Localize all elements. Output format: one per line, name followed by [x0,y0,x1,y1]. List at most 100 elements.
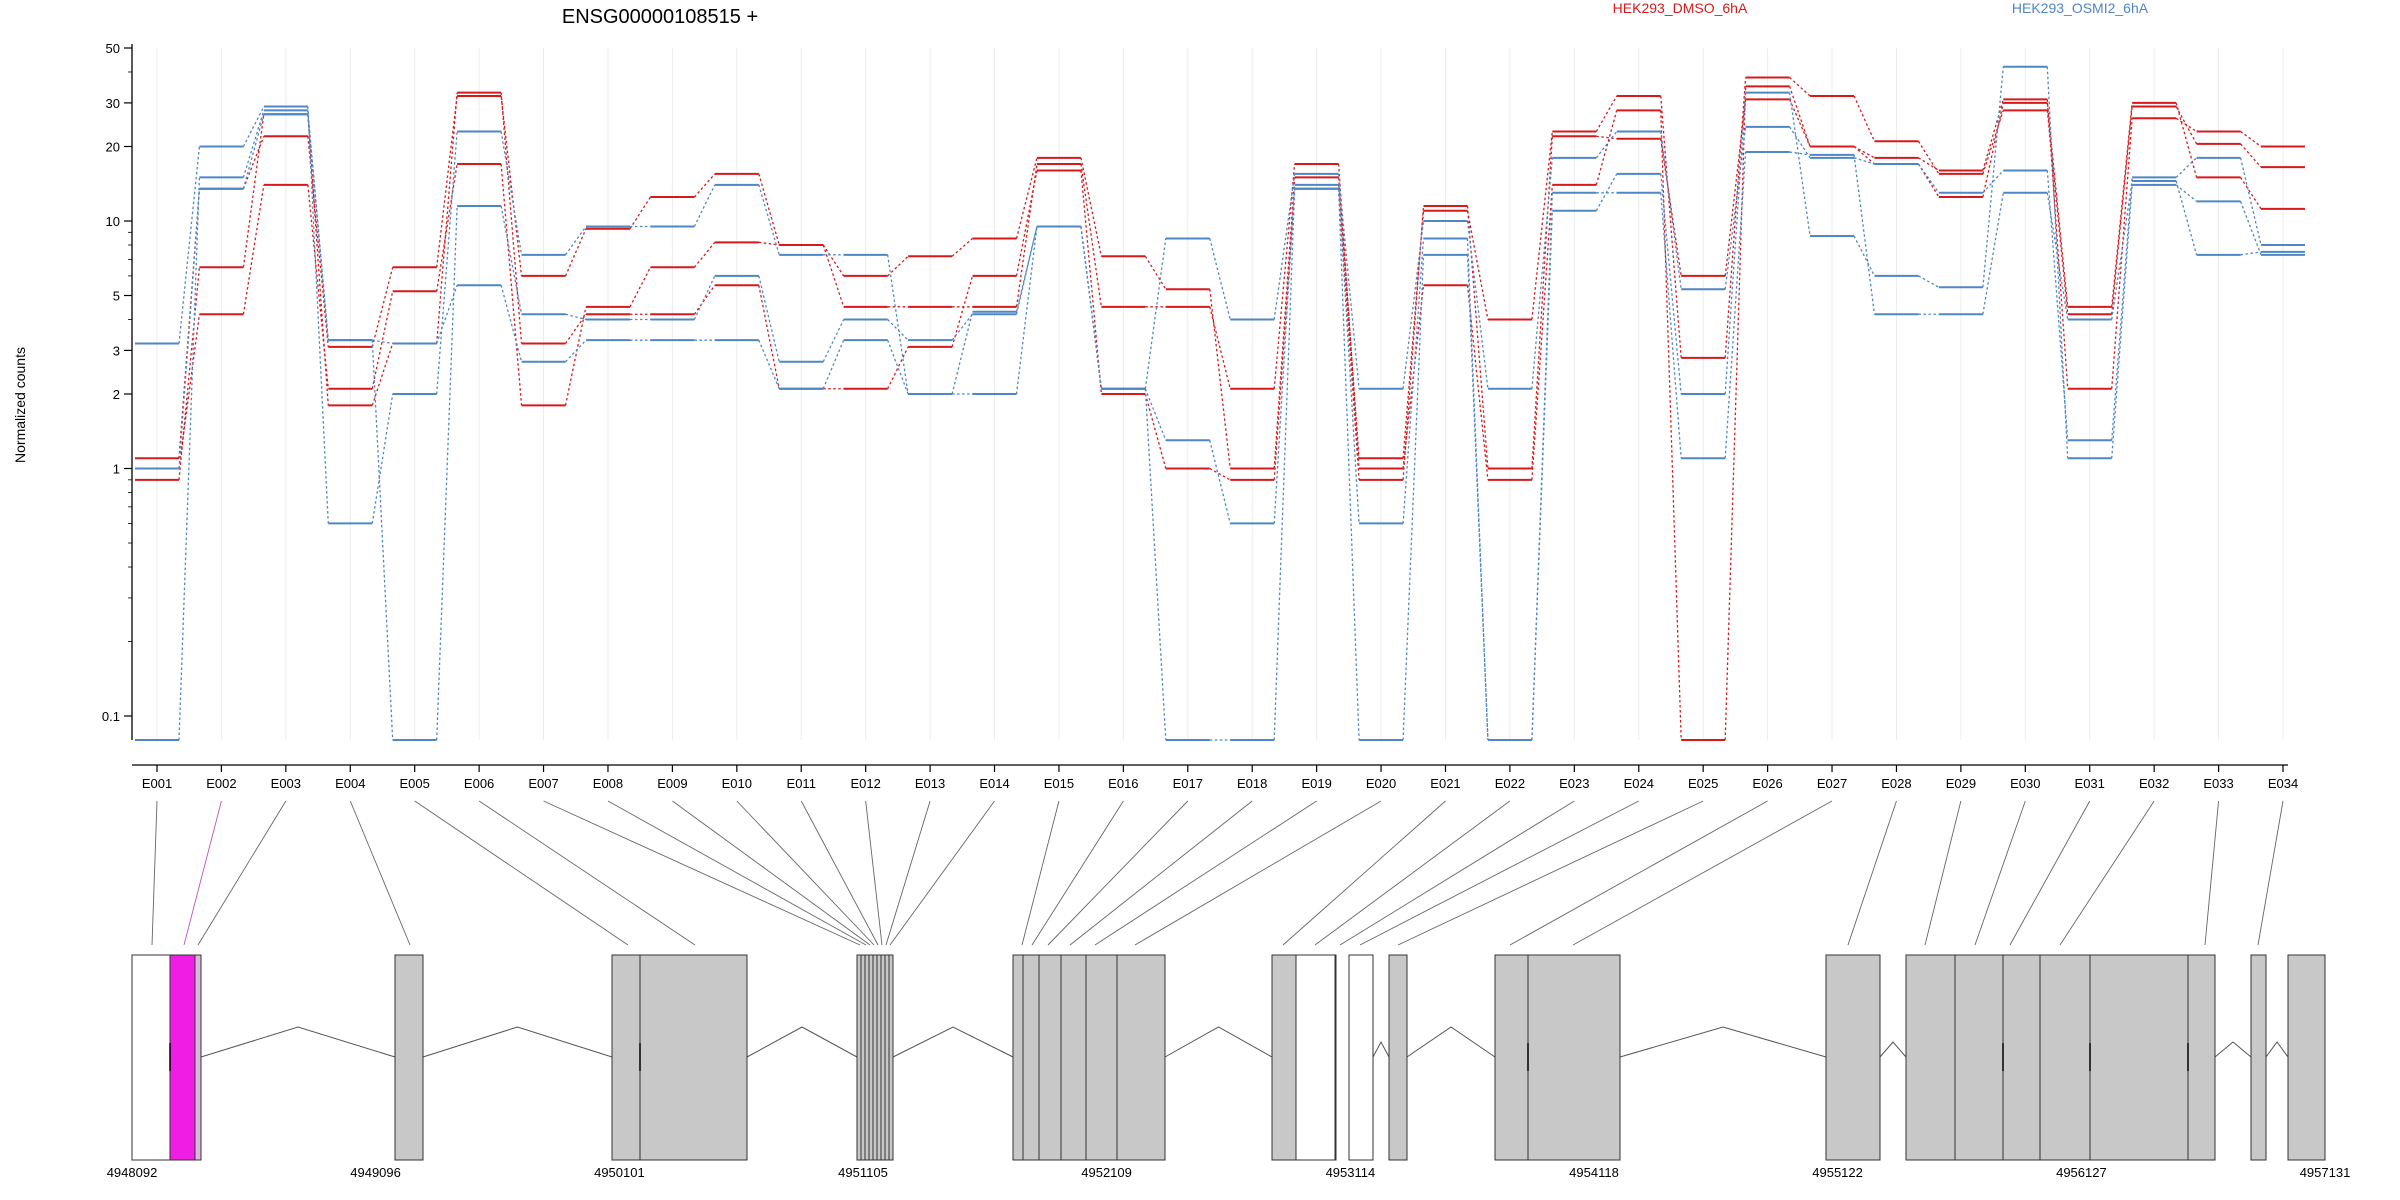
exon-block [856,954,894,1161]
exon-block [1012,954,1166,1161]
exon-connector [2257,800,2284,946]
genome-tick-label: 4953114 [1326,1165,1376,1180]
series-connector [2046,99,2069,389]
series-connector [371,393,394,524]
y-tick-label: 10 [106,214,120,229]
series-connector [1402,210,1425,459]
series-connector [1788,92,1811,237]
series-connector [2046,110,2069,315]
x-tick-label: E021 [1430,776,1460,791]
series-connector [693,241,716,268]
series-connector [565,339,587,363]
genome-tick-label: 4952109 [1081,1165,1132,1180]
series-connector [178,177,201,741]
x-tick-label: E011 [787,776,816,791]
exon-connector [2204,800,2220,946]
series-connector [1789,126,1811,159]
x-tick-label: E010 [722,776,752,791]
series-connector [436,285,458,344]
series-connector [1595,95,1618,132]
series-connector [436,92,458,344]
series-connector [2175,106,2198,145]
series-connector [1531,184,1553,480]
x-tick-label: E027 [1817,776,1847,791]
series-connector [951,275,974,348]
x-tick-label: E029 [1946,776,1976,791]
series-connector [1144,238,1167,389]
series-connector [436,163,458,292]
x-tick-label: E020 [1366,776,1396,791]
series-connector [887,346,909,390]
series-0 [135,85,2305,741]
series-connector [1144,388,1167,741]
series-connector [758,285,780,389]
genome-tick-label: 4949096 [350,1165,401,1180]
series-connector [1531,157,1553,389]
series-connector [1660,173,1682,395]
exon-connector-lines [151,800,2284,946]
series-connector [1466,210,1489,320]
series-connector [1595,131,1618,159]
series-connector [1853,95,1876,142]
exon-connector [543,800,861,946]
series-connector [242,110,265,178]
intron-line [892,1026,1014,1058]
exon-connector [1924,800,1962,946]
series-connector [2111,177,2133,441]
series-connector [1015,163,1038,307]
series-connector [1531,192,1553,741]
exon-connector [1021,800,1060,946]
series-connector [2175,184,2197,202]
series-connector [564,306,587,406]
series-connector [1918,275,1940,288]
genome-tick-label: 4948092 [107,1165,158,1180]
genome-tick-label: 4955122 [1812,1165,1863,1180]
x-tick-label: E031 [2075,776,2105,791]
x-tick-label: E023 [1559,776,1589,791]
series-connector [307,114,329,406]
exon-connector [151,800,158,946]
exon-block [1825,954,1881,1161]
x-axis: E001 E002 E003 E004 E005 E006 E007 E008 E009 E010… [132,764,2298,791]
exon-connector [889,800,995,946]
intron-line [2214,1041,2252,1058]
x-tick-label: E001 [142,776,172,791]
x-tick-label: E006 [464,776,494,791]
series-connector [500,285,523,362]
series-connector [1595,110,1618,186]
y-axis-label: Normalized counts [12,347,28,463]
x-tick-label: E012 [850,776,880,791]
y-tick-label: 2 [113,387,120,402]
exon-connector [1031,800,1124,946]
series-connector [887,255,909,277]
exon-block [2250,954,2267,1161]
series-connector [1209,289,1231,469]
series-connector [1337,188,1360,741]
intron-line [1879,1041,1907,1058]
series-connector [1789,99,1811,147]
series-connector [1209,467,1231,481]
exon-block [611,954,748,1161]
x-tick-label: E007 [528,776,558,791]
exon-connector [736,800,875,946]
series-connector [1853,157,1875,165]
exon-connector [1094,800,1317,946]
series-connector [1209,306,1231,389]
series-connector [1789,77,1811,97]
x-tick-label: E028 [1881,776,1911,791]
y-tick-label: 3 [113,343,120,358]
series-connector [1724,77,1747,358]
x-tick-label: E017 [1173,776,1203,791]
exon-block [2089,954,2216,1161]
series-connector [1853,145,1875,165]
intron-line [746,1026,858,1058]
series-connector [1402,205,1425,480]
series-connector [1853,145,1875,159]
series-connector [436,131,458,395]
genome-tick-label: 4954118 [1569,1165,1619,1180]
series-connector [1724,92,1747,395]
y-axis: 0.1 1 2 3 5 10 20 30 50 [102,41,133,740]
series-connector [2175,102,2198,178]
series-connector [1531,131,1553,320]
x-tick-label: E004 [335,776,365,791]
